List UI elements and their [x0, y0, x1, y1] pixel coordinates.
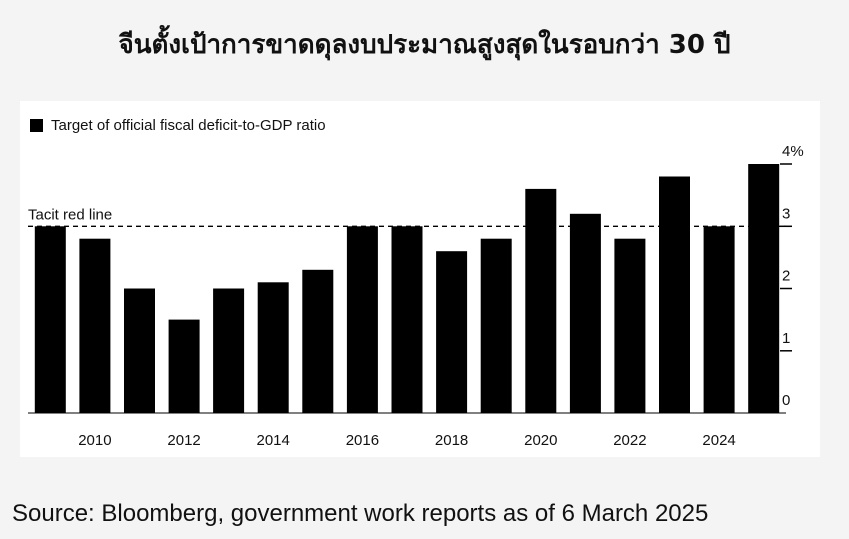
- bar-2011: [124, 288, 155, 413]
- bar-2012: [168, 319, 200, 413]
- chart-legend: Target of official fiscal deficit-to-GDP…: [30, 117, 326, 134]
- y-tick-label: 3: [782, 205, 790, 222]
- x-tick-label: 2016: [346, 432, 379, 449]
- x-tick-label: 2014: [257, 432, 290, 449]
- x-tick-label: 2018: [435, 432, 468, 449]
- chart-title: จีนตั้งเป้าการขาดดุลงบประมาณสูงสุดในรอบก…: [118, 30, 731, 60]
- bar-2010: [79, 238, 111, 413]
- bar-2009: [34, 226, 66, 414]
- y-tick-label: 4%: [782, 143, 804, 160]
- bar-2013: [213, 288, 245, 413]
- bar-2018: [436, 251, 468, 413]
- y-tick-label: 0: [782, 392, 790, 409]
- bar-2020: [525, 188, 557, 413]
- bar-2017: [391, 226, 423, 414]
- x-tick-label: 2012: [167, 432, 200, 449]
- legend-swatch: [30, 119, 43, 132]
- x-tick-label: 2010: [78, 432, 111, 449]
- x-tick-label: 2020: [524, 432, 557, 449]
- y-tick-label: 1: [782, 330, 790, 347]
- bar-2019: [480, 238, 512, 413]
- bar-2015: [302, 269, 334, 413]
- x-tick-label: 2024: [702, 432, 735, 449]
- source-note: Source: Bloomberg, government work repor…: [12, 500, 709, 527]
- bar-chart: 2010 2012 2014 2016 2018 2020 2022 2024 0 1 2 3 4% Ta…: [28, 143, 804, 449]
- chart-panel: Target of official fiscal deficit-to-GDP…: [20, 101, 820, 457]
- bar-2021: [569, 213, 601, 413]
- legend-label: Target of official fiscal deficit-to-GDP…: [51, 117, 326, 134]
- bar-2014: [257, 282, 289, 413]
- bar-2023: [659, 176, 690, 413]
- bar-2016: [346, 226, 378, 414]
- y-tick-label: 2: [782, 268, 790, 285]
- bar-2022: [614, 238, 646, 413]
- bar-2025: [748, 164, 780, 413]
- x-tick-label: 2022: [613, 432, 646, 449]
- reference-line-label: Tacit red line: [28, 206, 112, 223]
- bar-2024: [703, 226, 735, 414]
